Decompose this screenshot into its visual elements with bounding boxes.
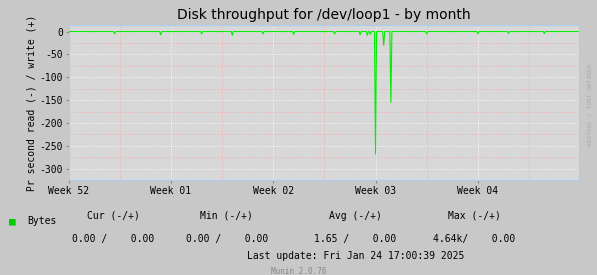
Title: Disk throughput for /dev/loop1 - by month: Disk throughput for /dev/loop1 - by mont… [177, 8, 470, 22]
Text: 0.00 /    0.00: 0.00 / 0.00 [186, 234, 268, 244]
Text: 0.00 /    0.00: 0.00 / 0.00 [72, 234, 155, 244]
Text: RRDTOOL / TOBI OETIKER: RRDTOOL / TOBI OETIKER [588, 63, 593, 146]
Y-axis label: Pr second read (-) / write (+): Pr second read (-) / write (+) [27, 14, 37, 191]
Text: 4.64k/    0.00: 4.64k/ 0.00 [433, 234, 516, 244]
Text: 1.65 /    0.00: 1.65 / 0.00 [314, 234, 396, 244]
Text: Munin 2.0.76: Munin 2.0.76 [271, 267, 326, 275]
Text: Avg (-/+): Avg (-/+) [329, 211, 381, 221]
Text: Last update: Fri Jan 24 17:00:39 2025: Last update: Fri Jan 24 17:00:39 2025 [247, 251, 464, 261]
Text: Bytes: Bytes [27, 216, 56, 226]
Text: Max (-/+): Max (-/+) [448, 211, 501, 221]
Text: Min (-/+): Min (-/+) [201, 211, 253, 221]
Text: Cur (-/+): Cur (-/+) [87, 211, 140, 221]
Text: ■: ■ [9, 216, 16, 226]
